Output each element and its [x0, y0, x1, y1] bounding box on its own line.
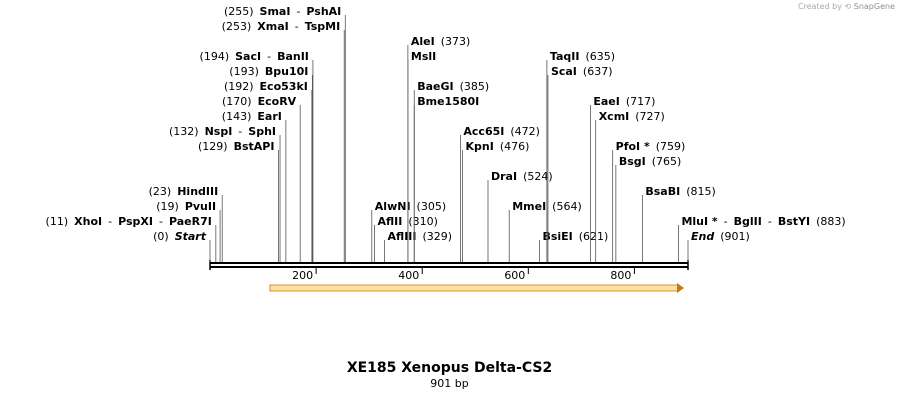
- snapgene-credit: Created by ⟲ SnapGene: [798, 2, 895, 11]
- enzyme-name: BsiEI: [542, 230, 572, 243]
- feature-arrow-body: [269, 284, 679, 292]
- enzyme-name: AleI: [411, 35, 435, 48]
- site-position: (129): [198, 140, 228, 153]
- credit-prefix: Created by: [797, 2, 842, 11]
- enzyme-name: SacI: [235, 50, 261, 63]
- site-position: (765): [652, 155, 682, 168]
- enzyme-name: EarI: [257, 110, 281, 123]
- site-position: -: [724, 215, 728, 228]
- map-title: XE185 Xenopus Delta-CS2: [346, 360, 553, 376]
- site-position: (310): [408, 215, 438, 228]
- enzyme-name: BanII: [277, 50, 309, 63]
- site-position: (815): [686, 185, 716, 198]
- site-position: -: [159, 215, 163, 228]
- site-position: (329): [422, 230, 452, 243]
- site-position: (11): [46, 215, 69, 228]
- enzyme-name: BglII: [734, 215, 762, 228]
- enzyme-name: EcoRV: [258, 95, 297, 108]
- enzyme-name: TaqII: [550, 50, 580, 63]
- enzyme-name: NspI: [205, 125, 233, 138]
- enzyme-name: Start: [175, 230, 207, 243]
- site-position: (253): [222, 20, 252, 33]
- enzyme-name: KpnI: [466, 140, 494, 153]
- site-position: (132): [169, 125, 199, 138]
- enzyme-name: BsaBI: [645, 185, 680, 198]
- site-position: (255): [224, 5, 254, 18]
- enzyme-name: XmaI: [257, 20, 288, 33]
- enzyme-name: End: [691, 230, 714, 243]
- axis-tick-label: 600: [504, 269, 525, 282]
- site-position: (621): [579, 230, 609, 243]
- site-position: (524): [523, 170, 553, 183]
- enzyme-name: TspMI: [305, 20, 341, 33]
- site-position: -: [295, 20, 299, 33]
- site-position: (143): [222, 110, 252, 123]
- site-position: (170): [222, 95, 252, 108]
- site-position: -: [768, 215, 772, 228]
- enzyme-name: BstYI: [778, 215, 810, 228]
- axis-tick-label: 800: [610, 269, 631, 282]
- site-position: (23): [149, 185, 172, 198]
- enzyme-name: Acc65I: [463, 125, 504, 138]
- sequence-size: 901 bp: [430, 377, 469, 390]
- enzyme-name: AflII: [377, 215, 402, 228]
- enzyme-name: Bme1580I: [417, 95, 479, 108]
- site-position: (305): [417, 200, 447, 213]
- enzyme-name: PshAI: [306, 5, 341, 18]
- enzyme-name: EaeI: [593, 95, 620, 108]
- axis-tick-label: 200: [292, 269, 313, 282]
- site-position: (0): [153, 230, 169, 243]
- site-position: -: [296, 5, 300, 18]
- enzyme-name: AlwNI: [375, 200, 411, 213]
- site-position: (901): [720, 230, 750, 243]
- credit-brand: SnapGene: [853, 2, 895, 11]
- enzyme-name: DraI: [491, 170, 517, 183]
- enzyme-name: MmeI: [512, 200, 546, 213]
- site-position: -: [108, 215, 112, 228]
- site-position: (385): [460, 80, 490, 93]
- site-position: -: [267, 50, 271, 63]
- site-position: (883): [816, 215, 846, 228]
- enzyme-name: AflIII: [388, 230, 417, 243]
- enzyme-name: BstAPI: [234, 140, 275, 153]
- site-position: -: [238, 125, 242, 138]
- enzyme-name: ScaI: [551, 65, 577, 78]
- enzyme-name: Eco53kI: [260, 80, 308, 93]
- site-position: (727): [635, 110, 665, 123]
- site-position: (637): [583, 65, 613, 78]
- site-position: (19): [156, 200, 179, 213]
- enzyme-name: MluI *: [681, 215, 717, 228]
- enzyme-name: SmaI: [260, 5, 291, 18]
- snapgene-logo-icon: ⟲: [844, 2, 852, 11]
- enzyme-name: XcmI: [599, 110, 630, 123]
- enzyme-name: HindIII: [177, 185, 218, 198]
- site-position: (472): [510, 125, 540, 138]
- site-position: (717): [626, 95, 656, 108]
- site-position: (564): [552, 200, 582, 213]
- site-position: (373): [441, 35, 471, 48]
- enzyme-name: BaeGI: [417, 80, 453, 93]
- enzyme-name: Bpu10I: [265, 65, 309, 78]
- site-position: (635): [585, 50, 615, 63]
- axis-tick-label: 400: [398, 269, 419, 282]
- site-position: (194): [200, 50, 230, 63]
- enzyme-name: PspXI: [118, 215, 153, 228]
- enzyme-name: PfoI *: [616, 140, 650, 153]
- site-position: (192): [224, 80, 254, 93]
- enzyme-name: MslI: [411, 50, 436, 63]
- enzyme-name: PvuII: [185, 200, 216, 213]
- feature-arrow-head: [677, 283, 684, 293]
- site-position: (759): [656, 140, 686, 153]
- enzyme-name: XhoI: [74, 215, 102, 228]
- site-position: (476): [500, 140, 530, 153]
- enzyme-name: PaeR7I: [169, 215, 212, 228]
- enzyme-name: BsgI: [619, 155, 646, 168]
- enzyme-name: SphI: [248, 125, 276, 138]
- site-position: (193): [229, 65, 259, 78]
